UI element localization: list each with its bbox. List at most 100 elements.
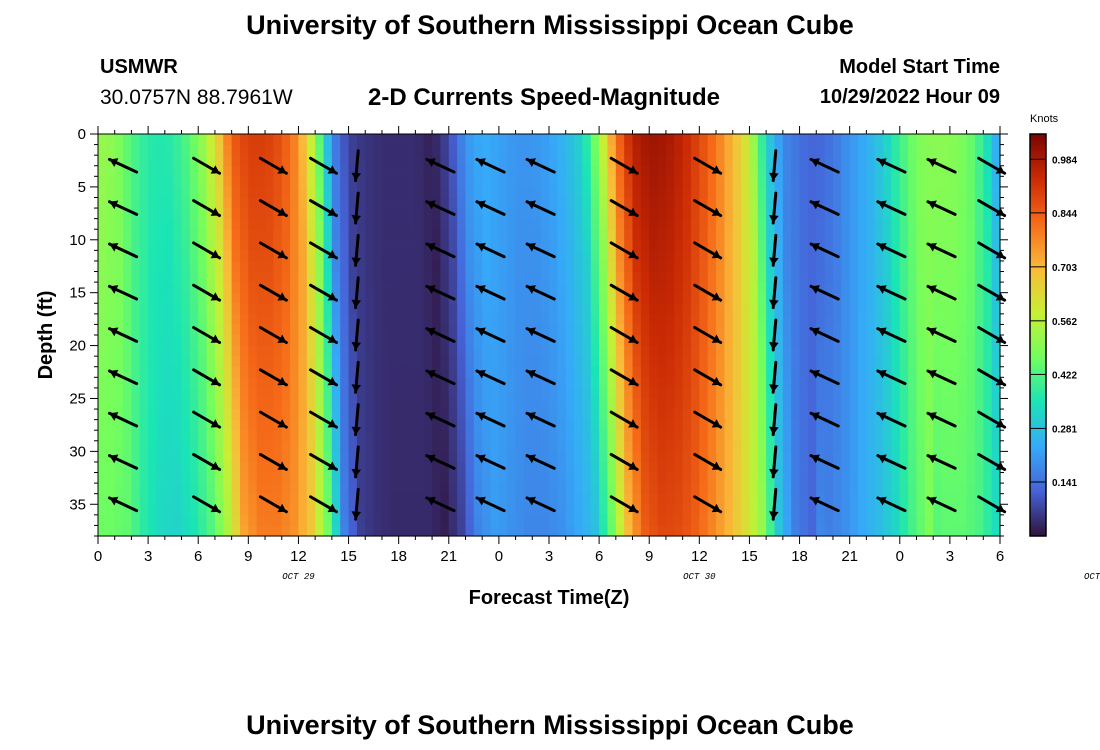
- heatmap-cell: [941, 493, 951, 505]
- heatmap-cell: [198, 144, 208, 156]
- heatmap-cell: [908, 282, 918, 294]
- heatmap-cell: [390, 282, 400, 294]
- heatmap-cell: [98, 525, 107, 537]
- heatmap-cell: [599, 144, 609, 156]
- heatmap-cell: [807, 292, 817, 304]
- heatmap-cell: [482, 387, 492, 400]
- heatmap-cell: [791, 229, 801, 241]
- heatmap-cell: [490, 282, 500, 294]
- current-vector: [809, 284, 840, 301]
- heatmap-cell: [674, 292, 684, 304]
- heatmap-cell: [198, 472, 208, 484]
- heatmap-cell: [908, 430, 918, 442]
- heatmap-cell: [799, 440, 809, 452]
- heatmap-cell: [407, 186, 416, 199]
- heatmap-cell: [782, 292, 792, 304]
- heatmap-cell: [599, 155, 609, 167]
- heatmap-cell: [741, 483, 751, 495]
- heatmap-cell: [599, 260, 609, 273]
- heatmap-cell: [248, 377, 258, 389]
- heatmap-cell: [473, 186, 483, 199]
- heatmap-cell: [841, 250, 851, 262]
- heatmap-cell: [574, 144, 584, 156]
- heatmap-cell: [340, 303, 350, 315]
- heatmap-cell: [315, 260, 325, 273]
- heatmap-cell: [198, 282, 208, 294]
- heatmap-cell: [265, 218, 274, 230]
- heatmap-cell: [114, 282, 124, 294]
- heatmap-cell: [139, 144, 149, 156]
- heatmap-cell: [106, 313, 116, 326]
- heatmap-cell: [540, 186, 550, 199]
- heatmap-cell: [306, 451, 316, 463]
- heatmap-cell: [198, 345, 208, 357]
- heatmap-cell: [841, 430, 851, 442]
- heatmap-cell: [507, 239, 517, 251]
- heatmap-cell: [189, 514, 199, 527]
- heatmap-cell: [858, 335, 867, 347]
- heatmap-cell: [916, 525, 926, 537]
- heatmap-cell: [674, 271, 684, 283]
- heatmap-cell: [983, 472, 993, 484]
- heatmap-cell: [958, 176, 968, 188]
- heatmap-cell: [356, 271, 366, 283]
- heatmap-cell: [457, 525, 467, 537]
- heatmap-cell: [148, 324, 158, 336]
- heatmap-cell: [239, 186, 249, 199]
- heatmap-cell: [866, 208, 876, 220]
- heatmap-cell: [690, 461, 700, 474]
- heatmap-cell: [565, 366, 575, 378]
- heatmap-cell: [774, 292, 784, 304]
- heatmap-cell: [473, 398, 483, 410]
- heatmap-cell: [590, 366, 600, 378]
- heatmap-cell: [540, 165, 550, 177]
- current-vector: [309, 410, 338, 429]
- heatmap-cell: [749, 165, 759, 177]
- heatmap-cell: [348, 250, 358, 262]
- heatmap-cell: [549, 324, 558, 336]
- heatmap-cell: [782, 134, 792, 146]
- heatmap-cell: [423, 356, 433, 368]
- heatmap-cell: [741, 409, 751, 421]
- heatmap-cell: [139, 356, 149, 368]
- heatmap-cell: [966, 483, 976, 495]
- heatmap-cell: [916, 377, 926, 389]
- heatmap-cell: [214, 419, 224, 431]
- heatmap-cell: [549, 409, 558, 421]
- heatmap-cell: [523, 313, 533, 326]
- heatmap-cell: [732, 525, 742, 537]
- heatmap-cell: [933, 514, 943, 527]
- heatmap-cell: [465, 472, 475, 484]
- heatmap-cell: [590, 504, 600, 516]
- current-vector: [351, 360, 362, 394]
- heatmap-cell: [98, 472, 107, 484]
- heatmap-cell: [373, 165, 383, 177]
- heatmap-cell: [348, 239, 358, 251]
- heatmap-cell: [189, 472, 199, 484]
- heatmap-cell: [615, 186, 625, 199]
- heatmap-cell: [532, 144, 542, 156]
- heatmap-cell: [114, 451, 124, 463]
- heatmap-cell: [732, 218, 742, 230]
- heatmap-cell: [841, 239, 851, 251]
- heatmap-cell: [457, 345, 467, 357]
- heatmap-cell: [549, 398, 558, 410]
- heatmap-cell: [707, 292, 717, 304]
- heatmap-cell: [991, 461, 1001, 474]
- heatmap-cell: [290, 208, 300, 220]
- heatmap-cell: [891, 250, 901, 262]
- heatmap-cell: [256, 271, 266, 283]
- heatmap-cell: [883, 165, 893, 177]
- heatmap-cell: [607, 398, 617, 410]
- current-vector: [309, 283, 338, 302]
- heatmap-cell: [557, 387, 567, 400]
- heatmap-cell: [757, 377, 767, 389]
- heatmap-cell: [114, 250, 124, 262]
- heatmap-cell: [206, 345, 216, 357]
- heatmap-cell: [799, 324, 809, 336]
- heatmap-cell: [440, 377, 450, 389]
- heatmap-cell: [148, 218, 158, 230]
- heatmap-cell: [565, 155, 575, 167]
- heatmap-cell: [248, 324, 258, 336]
- heatmap-cell: [841, 229, 851, 241]
